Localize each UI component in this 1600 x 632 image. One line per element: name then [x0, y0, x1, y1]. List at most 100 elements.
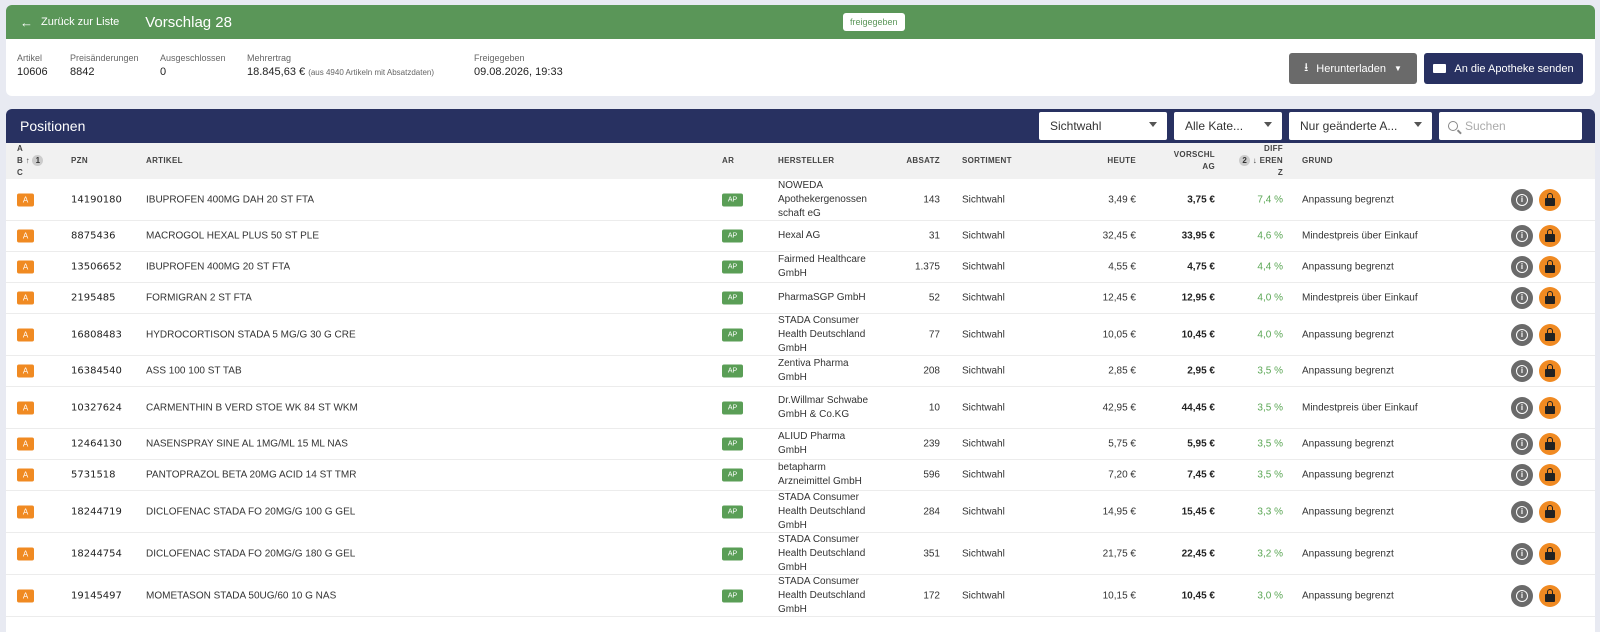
table-row[interactable]: A 18244719 DICLOFENAC STADA FO 20MG/G 100 …: [6, 491, 1595, 533]
ar-badge: AP: [722, 364, 743, 378]
info-mehrertrag: Mehrertrag 18.845,63 € (aus 4940 Artikel…: [247, 53, 434, 78]
table-row[interactable]: A 16808483 HYDROCORTISON STADA 5 MG/G 30 G…: [6, 314, 1595, 356]
absatz-cell: 239: [923, 438, 940, 450]
send-to-pharmacy-button[interactable]: An die Apotheke senden: [1424, 53, 1583, 84]
search-input[interactable]: [1465, 119, 1575, 133]
col-sortiment[interactable]: SORTIMENT: [962, 156, 1012, 165]
changes-filter-select[interactable]: Nur geänderte A...: [1289, 112, 1432, 140]
lock-icon: [1545, 260, 1555, 273]
mehrertrag-note: (aus 4940 Artikeln mit Absatzdaten): [308, 68, 435, 77]
lock-button[interactable]: [1539, 396, 1561, 419]
download-button[interactable]: ⭳ Herunterladen ▼: [1289, 53, 1417, 84]
abc-badge: A: [17, 547, 34, 560]
info-label: Mehrertrag: [247, 53, 292, 63]
grund-cell: Mindestpreis über Einkauf: [1302, 402, 1418, 413]
vorschlag-price-cell: 7,45 €: [1187, 469, 1215, 481]
col-vorschlag[interactable]: VORSCHL AG: [1146, 149, 1215, 173]
abc-b-line: B ↑ 1: [17, 155, 44, 167]
col-artikel[interactable]: ARTIKEL: [146, 156, 183, 165]
status-badge: freigegeben: [843, 13, 905, 31]
col-absatz[interactable]: ABSATZ: [906, 156, 940, 165]
row-actions: i: [1511, 287, 1561, 309]
vorschlag-price-cell: 3,75 €: [1187, 194, 1215, 205]
ar-badge: AP: [722, 260, 743, 274]
vorschlag-label-1: VORSCHL: [1173, 150, 1215, 159]
grund-cell: Anpassung begrenzt: [1302, 438, 1394, 450]
table-row[interactable]: A 10327624 CARMENTHIN B VERD STOE WK 84 ST…: [6, 387, 1595, 429]
info-value: 09.08.2026, 19:33: [474, 66, 563, 78]
info-button[interactable]: i: [1511, 225, 1533, 247]
ar-badge: AP: [722, 589, 743, 602]
header-bar: ← Zurück zur Liste Vorschlag 28 freigege…: [6, 5, 1595, 39]
hersteller-cell: STADA Consumer Health Deutschland GmbH: [778, 314, 866, 354]
col-hersteller[interactable]: HERSTELLER: [778, 156, 835, 165]
row-actions: i: [1511, 500, 1561, 523]
page-title: Vorschlag 28: [145, 13, 232, 31]
info-button[interactable]: i: [1511, 396, 1533, 419]
table-row[interactable]: A 13506652 IBUPROFEN 400MG 20 ST FTA AP Fair…: [6, 252, 1595, 283]
back-to-list-link[interactable]: ← Zurück zur Liste: [20, 15, 119, 30]
col-abc[interactable]: A B ↑ 1 C: [17, 143, 44, 179]
table-row[interactable]: A 8875436 MACROGOL HEXAL PLUS 50 ST PLE AP H…: [6, 221, 1595, 252]
info-button[interactable]: i: [1511, 542, 1533, 565]
lock-button[interactable]: [1539, 584, 1561, 607]
info-button[interactable]: i: [1511, 360, 1533, 382]
lock-button[interactable]: [1539, 256, 1561, 278]
lock-button[interactable]: [1539, 287, 1561, 309]
table-row[interactable]: A 5731518 PANTOPRAZOL BETA 20MG ACID 14 ST…: [6, 460, 1595, 491]
ar-badge: AP: [722, 468, 743, 482]
pzn-cell: 19145497: [71, 590, 122, 601]
info-value: 8842: [70, 66, 95, 78]
differenz-cell: 3,5 %: [1257, 438, 1283, 450]
info-button[interactable]: i: [1511, 323, 1533, 346]
table-row[interactable]: A 14190180 IBUPROFEN 400MG DAH 20 ST FTA AP…: [6, 179, 1595, 221]
lock-button[interactable]: [1539, 188, 1561, 211]
table-row[interactable]: A 16384540 ASS 100 100 ST TAB AP Zentiva Pha…: [6, 356, 1595, 387]
ar-badge: AP: [722, 437, 743, 451]
col-grund[interactable]: GRUND: [1302, 156, 1333, 165]
info-icon: i: [1516, 292, 1528, 304]
lock-button[interactable]: [1539, 360, 1561, 382]
col-pzn[interactable]: PZN: [71, 156, 88, 165]
table-row[interactable]: A 2195485 FORMIGRAN 2 ST FTA AP PharmaSGP Gm…: [6, 283, 1595, 314]
absatz-cell: 596: [923, 469, 940, 481]
table-row[interactable]: A 12464130 NASENSPRAY SINE AL 1MG/ML 15 ML…: [6, 429, 1595, 460]
arrow-up-icon: ↑: [25, 156, 30, 165]
summary-card: Artikel 10606 Preisänderungen 8842 Ausge…: [6, 39, 1595, 96]
col-heute[interactable]: HEUTE: [1107, 156, 1136, 165]
abc-b-label: B: [17, 156, 24, 165]
heute-price-cell: 5,75 €: [1108, 438, 1136, 450]
abc-badge: A: [17, 589, 34, 602]
info-button[interactable]: i: [1511, 256, 1533, 278]
differenz-cell: 3,3 %: [1257, 506, 1283, 517]
info-button[interactable]: i: [1511, 464, 1533, 486]
lock-button[interactable]: [1539, 433, 1561, 455]
artikel-cell: IBUPROFEN 400MG DAH 20 ST FTA: [146, 194, 315, 205]
col-differenz[interactable]: DIFF 2 ↓ EREN Z: [1226, 143, 1283, 179]
info-button[interactable]: i: [1511, 500, 1533, 523]
info-button[interactable]: i: [1511, 584, 1533, 607]
abc-badge: A: [17, 364, 34, 378]
lock-button[interactable]: [1539, 464, 1561, 486]
diff-label-3: Z: [1277, 168, 1283, 177]
info-button[interactable]: i: [1511, 433, 1533, 455]
info-button[interactable]: i: [1511, 287, 1533, 309]
info-button[interactable]: i: [1511, 188, 1533, 211]
lock-button[interactable]: [1539, 225, 1561, 247]
vorschlag-price-cell: 10,45 €: [1181, 329, 1215, 340]
info-icon: i: [1516, 261, 1528, 273]
vorschlag-price-cell: 44,45 €: [1181, 402, 1215, 413]
info-artikel: Artikel 10606: [17, 53, 48, 78]
category-filter-select[interactable]: Alle Kate...: [1174, 112, 1282, 140]
heute-price-cell: 10,15 €: [1102, 590, 1136, 601]
abc-badge: A: [17, 193, 34, 206]
lock-button[interactable]: [1539, 542, 1561, 565]
sortiment-filter-select[interactable]: Sichtwahl: [1039, 112, 1167, 140]
lock-button[interactable]: [1539, 500, 1561, 523]
col-ar[interactable]: AR: [722, 156, 735, 165]
table-row[interactable]: A 18244754 DICLOFENAC STADA FO 20MG/G 180 …: [6, 533, 1595, 575]
table-row[interactable]: A 19145497 MOMETASON STADA 50UG/60 10 G NA…: [6, 575, 1595, 617]
heute-price-cell: 14,95 €: [1102, 506, 1136, 517]
lock-button[interactable]: [1539, 323, 1561, 346]
absatz-cell: 77: [928, 329, 940, 340]
